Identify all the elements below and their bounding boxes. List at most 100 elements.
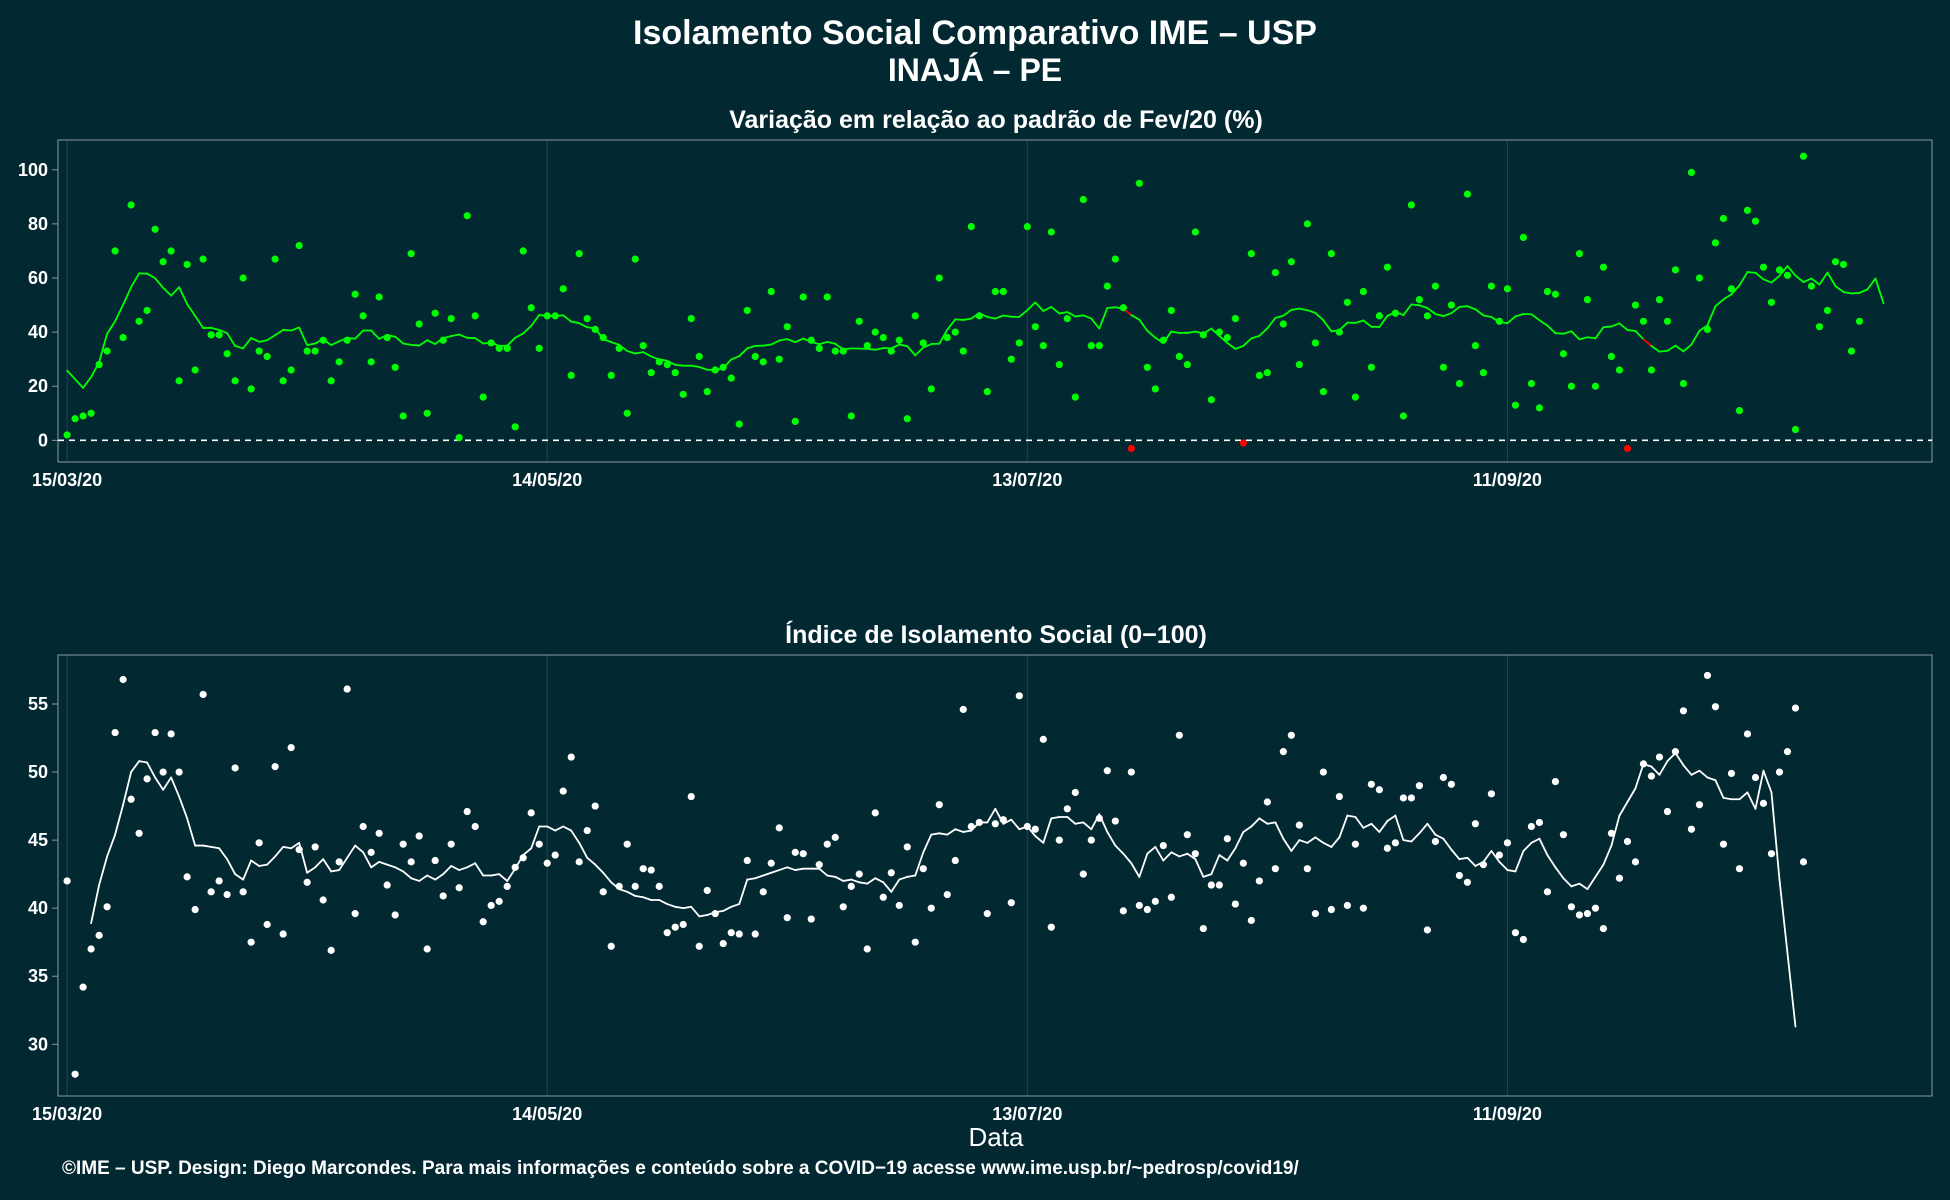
data-point [1775, 768, 1784, 776]
data-point [1759, 263, 1768, 271]
moving-average-segment [466, 862, 477, 869]
moving-average-segment [962, 317, 973, 321]
index-panel-title: Índice de Isolamento Social (0−100) [785, 620, 1207, 649]
data-point [1671, 748, 1680, 756]
data-point [327, 946, 335, 954]
moving-average-segment [1714, 779, 1725, 799]
moving-average-segment [906, 345, 917, 357]
moving-average-segment [1810, 277, 1821, 286]
data-point [1079, 870, 1087, 878]
moving-average-segment [858, 881, 869, 885]
data-point [1247, 916, 1255, 925]
moving-average-segment [442, 865, 453, 876]
moving-average-segment [1442, 837, 1453, 851]
data-point [567, 371, 575, 380]
moving-average-segment [826, 340, 837, 345]
data-point [959, 347, 967, 355]
moving-average-segment [338, 856, 349, 871]
data-point [503, 344, 511, 352]
data-point [1255, 877, 1263, 885]
data-point [1727, 285, 1736, 293]
moving-average-segment [154, 776, 165, 791]
data-point [1271, 865, 1279, 873]
moving-average-segment [218, 329, 229, 335]
data-point [439, 892, 447, 900]
moving-average-segment [1282, 837, 1293, 852]
moving-average-segment [362, 851, 373, 869]
moving-average-segment [1594, 326, 1605, 340]
data-point [471, 822, 479, 831]
moving-average-segment [1050, 816, 1061, 820]
data-point [879, 893, 887, 901]
data-point [279, 377, 287, 385]
moving-average-segment [1666, 344, 1677, 352]
moving-average-segment [418, 339, 429, 347]
data-point [791, 417, 799, 426]
moving-average-segment [490, 873, 501, 877]
data-point [639, 865, 647, 873]
data-point [1399, 412, 1407, 420]
data-point [599, 888, 607, 896]
moving-average-segment [1170, 851, 1181, 858]
data-point [543, 312, 551, 320]
data-point [727, 929, 735, 937]
moving-average-segment [1466, 305, 1477, 311]
moving-average-segment [1634, 330, 1645, 341]
moving-average-segment [1762, 769, 1773, 794]
data-point [695, 942, 703, 950]
data-point [559, 787, 567, 795]
moving-average-segment [1058, 311, 1069, 315]
data-point [511, 863, 519, 871]
data-point [1791, 425, 1800, 434]
data-point [687, 314, 695, 323]
data-point [191, 905, 199, 914]
data-point [407, 858, 415, 866]
moving-average-segment [458, 866, 469, 871]
moving-average-segment [1274, 821, 1285, 840]
data-point [1743, 206, 1752, 214]
data-point [599, 333, 607, 342]
data-point [623, 840, 631, 848]
moving-average-segment [1658, 349, 1669, 353]
data-point [743, 856, 751, 865]
data-point [183, 260, 191, 269]
moving-average-segment [1306, 309, 1317, 314]
data-point [1615, 366, 1624, 374]
y-tick-label: 50 [28, 762, 48, 782]
moving-average-segment [738, 878, 749, 905]
moving-average-segment [890, 878, 901, 893]
panel-border [57, 139, 1933, 463]
moving-average-segment [450, 865, 461, 871]
data-point [791, 848, 799, 856]
data-point [199, 255, 207, 263]
moving-average-segment [578, 841, 589, 859]
moving-average-segment [994, 314, 1005, 320]
data-point [1687, 168, 1696, 177]
moving-average-segment [186, 303, 197, 317]
moving-average-segment [1410, 832, 1421, 843]
data-point [1839, 260, 1848, 269]
moving-average-segment [1322, 841, 1333, 848]
footer-credits: ©IME – USP. Design: Diego Marcondes. Par… [62, 1158, 1299, 1179]
data-point [1423, 312, 1431, 320]
moving-average-segment [1626, 787, 1637, 803]
moving-average-segment [818, 340, 829, 346]
data-point [183, 873, 191, 881]
moving-average-segment [1474, 308, 1485, 317]
moving-average-segment [258, 339, 269, 343]
x-tick-label: 15/03/20 [32, 1104, 102, 1124]
moving-average-segment [1754, 769, 1765, 810]
data-point [959, 705, 967, 714]
data-point [1311, 910, 1319, 918]
data-point [631, 882, 639, 890]
moving-average-segment [1138, 318, 1149, 332]
data-point [1519, 935, 1528, 944]
data-point [783, 914, 791, 922]
data-point [215, 331, 223, 339]
data-point [911, 938, 919, 946]
moving-average-segment [1786, 265, 1797, 277]
data-point [1367, 780, 1375, 788]
data-point [319, 336, 327, 344]
data-point [1199, 924, 1207, 933]
data-point [351, 910, 359, 918]
